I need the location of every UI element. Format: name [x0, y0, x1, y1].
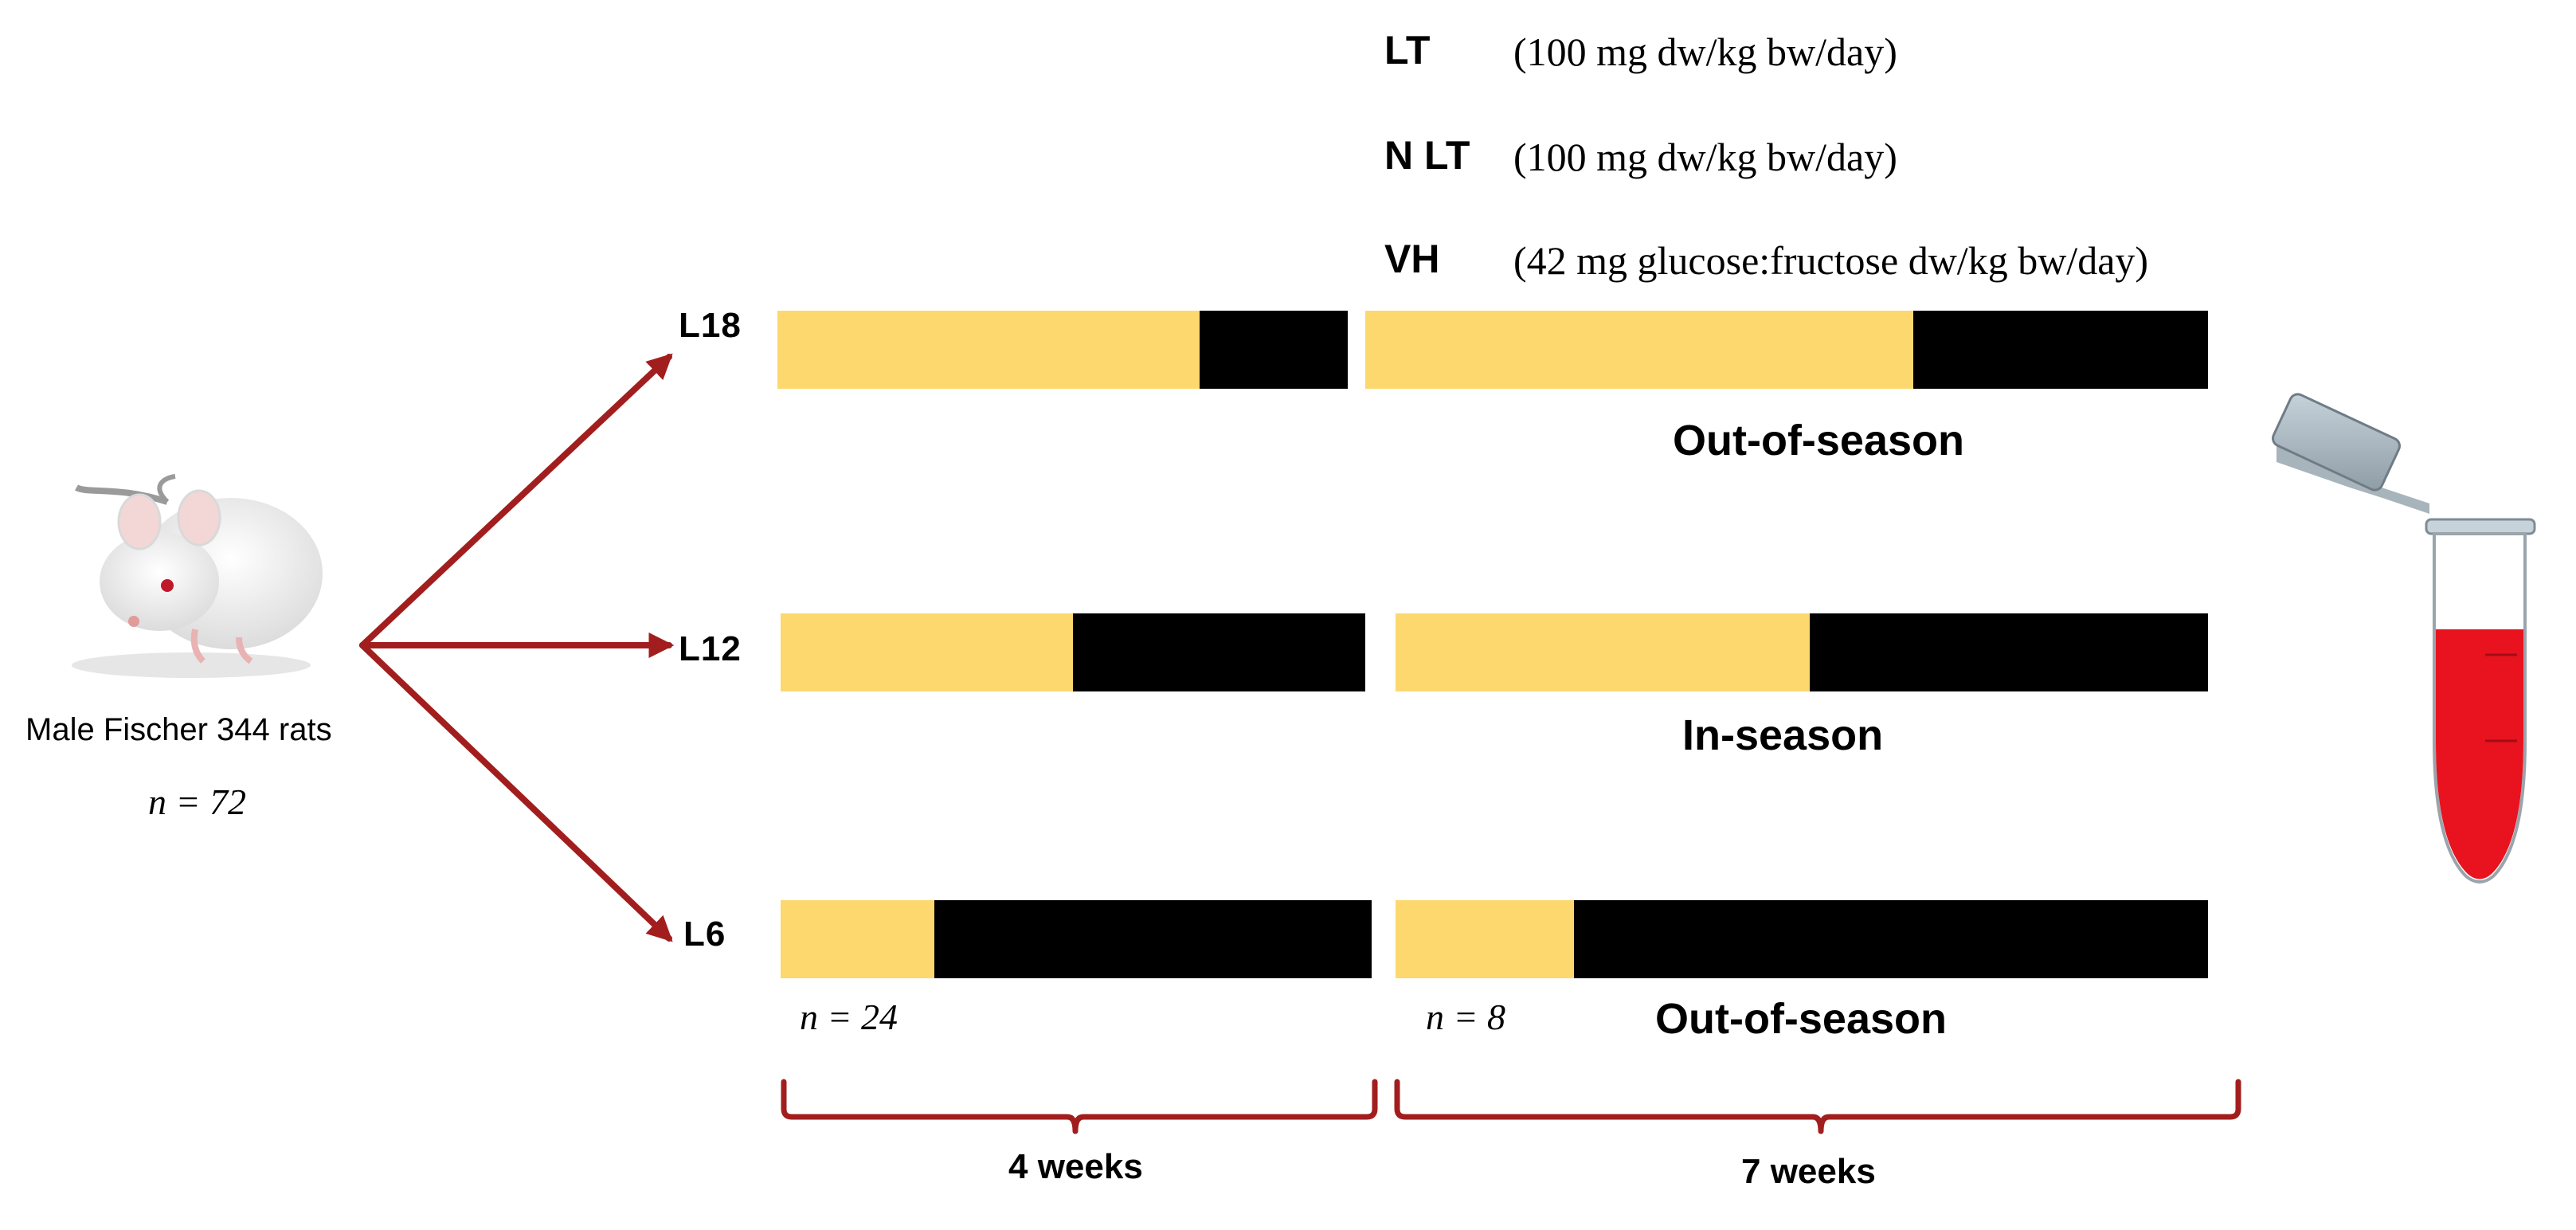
- legend-dose-nlt: (100 mg dw/kg bw/day): [1513, 135, 1897, 179]
- animal-label: Male Fischer 344 rats: [25, 712, 332, 747]
- group-label-l6: L6: [683, 915, 726, 954]
- legend-code-vh: VH: [1384, 237, 1440, 281]
- bar-l6-phase1: [781, 900, 1372, 978]
- animal-n-label: n = 72: [148, 781, 247, 822]
- light-segment: [1396, 613, 1811, 691]
- light-segment: [781, 900, 934, 978]
- light-segment: [777, 311, 1200, 389]
- phase2-n-label: n = 8: [1426, 997, 1506, 1037]
- bar-l6-phase2: [1396, 900, 2208, 978]
- legend-code-lt: LT: [1384, 28, 1431, 72]
- duration-label-phase1: 4 weeks: [1008, 1147, 1143, 1186]
- season-label-l18: Out-of-season: [1673, 417, 1965, 464]
- arrow-to-l18: [359, 353, 673, 648]
- duration-label-phase2: 7 weeks: [1741, 1152, 1876, 1191]
- dark-segment: [1912, 311, 2208, 389]
- rat-illustration: [72, 474, 323, 678]
- group-label-l18: L18: [679, 306, 742, 345]
- bar-l12-phase1: [781, 613, 1365, 691]
- bracket-phase1: [781, 1079, 1378, 1134]
- group-arrows: [359, 353, 675, 942]
- dark-segment: [1810, 613, 2208, 691]
- light-segment: [1396, 900, 1575, 978]
- dark-segment: [934, 900, 1372, 978]
- blood-tube-illustration: [2272, 393, 2536, 883]
- legend-dose-lt: (100 mg dw/kg bw/day): [1513, 29, 1897, 74]
- bracket-phase2: [1394, 1079, 2241, 1134]
- light-segment: [781, 613, 1073, 691]
- dark-segment: [1073, 613, 1365, 691]
- group-label-l12: L12: [679, 629, 742, 668]
- season-label-l12: In-season: [1682, 711, 1884, 759]
- dark-segment: [1199, 311, 1348, 389]
- season-label-l6: Out-of-season: [1655, 995, 1948, 1043]
- bar-l18-phase1: [777, 311, 1348, 389]
- arrow-to-l6: [359, 642, 673, 942]
- bar-l12-phase2: [1396, 613, 2208, 691]
- duration-brackets: [781, 1079, 2241, 1134]
- dark-segment: [1574, 900, 2208, 978]
- legend-dose-vh: (42 mg glucose:fructose dw/kg bw/day): [1513, 238, 2149, 283]
- bar-l18-phase2: [1365, 311, 2208, 389]
- legend-code-nlt: N LT: [1384, 133, 1470, 178]
- phase1-n-label: n = 24: [800, 997, 898, 1037]
- light-segment: [1365, 311, 1913, 389]
